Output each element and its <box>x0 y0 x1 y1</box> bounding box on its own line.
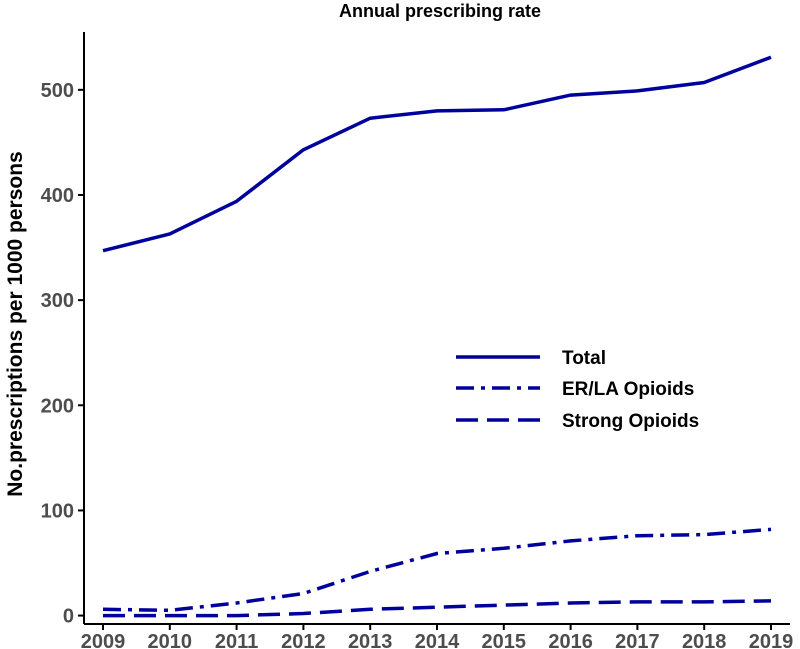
x-tick-label-2019: 2019 <box>749 631 794 649</box>
data-point-strong-opioids-2016 <box>568 601 572 605</box>
data-point-er-la-opioids-2019 <box>769 527 773 531</box>
data-point-strong-opioids-2013 <box>368 607 372 611</box>
chart-title: Annual prescribing rate <box>339 1 541 21</box>
data-point-strong-opioids-2017 <box>635 600 639 604</box>
x-tick-label-2017: 2017 <box>615 631 660 649</box>
data-point-strong-opioids-2011 <box>234 613 238 617</box>
data-point-er-la-opioids-2017 <box>635 533 639 537</box>
data-point-er-la-opioids-2011 <box>234 601 238 605</box>
x-tick-label-2018: 2018 <box>682 631 727 649</box>
legend-label-total: Total <box>562 348 606 369</box>
data-point-strong-opioids-2019 <box>769 599 773 603</box>
data-point-total-2013 <box>368 116 372 120</box>
data-point-er-la-opioids-2012 <box>301 591 305 595</box>
data-point-strong-opioids-2010 <box>168 613 172 617</box>
x-tick-label-2014: 2014 <box>415 631 460 649</box>
data-point-strong-opioids-2012 <box>301 611 305 615</box>
x-tick-label-2013: 2013 <box>348 631 393 649</box>
x-tick-label-2010: 2010 <box>148 631 193 649</box>
data-point-total-2015 <box>502 108 506 112</box>
series-line-er-la-opioids <box>102 527 772 613</box>
y-axis-label: No.prescriptions per 1000 persons <box>4 151 27 496</box>
data-point-strong-opioids-2015 <box>502 603 506 607</box>
axes: 0 100 200 300 400 500 2009 2010 2011 2012 2013 2014… <box>41 32 794 649</box>
data-point-er-la-opioids-2013 <box>368 569 372 573</box>
data-point-total-2010 <box>168 232 172 236</box>
data-point-er-la-opioids-2014 <box>435 551 439 555</box>
data-point-strong-opioids-2014 <box>435 605 439 609</box>
data-point-strong-opioids-2018 <box>702 600 706 604</box>
legend-label-er-la-opioids: ER/LA Opioids <box>562 379 694 400</box>
data-point-total-2016 <box>568 93 572 97</box>
data-point-total-2009 <box>101 249 105 253</box>
data-point-total-2014 <box>435 109 439 113</box>
y-tick-label-100: 100 <box>41 500 74 522</box>
data-point-er-la-opioids-2009 <box>101 607 105 611</box>
data-point-total-2012 <box>301 148 305 152</box>
data-point-total-2011 <box>234 199 238 203</box>
data-point-strong-opioids-2009 <box>101 613 105 617</box>
data-point-er-la-opioids-2018 <box>702 532 706 536</box>
x-tick-label-2015: 2015 <box>482 631 527 649</box>
data-point-er-la-opioids-2010 <box>168 608 172 612</box>
data-point-er-la-opioids-2015 <box>502 546 506 550</box>
y-tick-label-500: 500 <box>41 80 74 102</box>
x-tick-label-2016: 2016 <box>548 631 593 649</box>
y-tick-label-400: 400 <box>41 185 74 207</box>
series-line-strong-opioids <box>103 599 772 618</box>
y-tick-label-0: 0 <box>63 606 74 628</box>
data-point-er-la-opioids-2016 <box>568 539 572 543</box>
plot-area <box>101 55 773 618</box>
legend: Total ER/LA Opioids Strong Opioids <box>456 348 699 432</box>
series-line-total <box>102 55 772 253</box>
y-tick-label-300: 300 <box>41 290 74 312</box>
legend-label-strong-opioids: Strong Opioids <box>562 411 699 432</box>
x-tick-label-2009: 2009 <box>81 631 126 649</box>
data-point-total-2017 <box>635 89 639 93</box>
x-tick-label-2012: 2012 <box>281 631 326 649</box>
data-point-total-2018 <box>702 80 706 84</box>
data-point-total-2019 <box>769 55 773 59</box>
y-tick-label-200: 200 <box>41 395 74 417</box>
x-tick-label-2011: 2011 <box>215 631 258 649</box>
